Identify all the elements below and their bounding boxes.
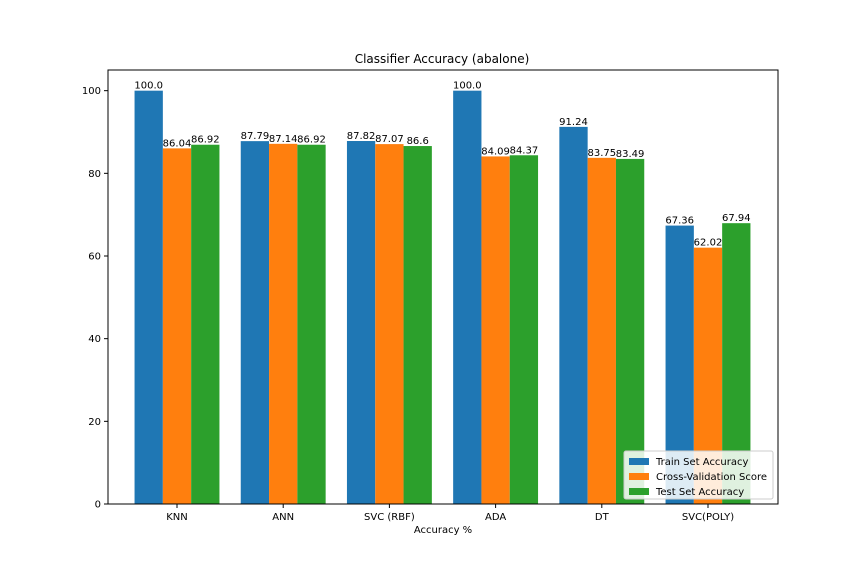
x-tick-label: ANN xyxy=(272,512,294,523)
data-label: 83.49 xyxy=(616,149,645,160)
bars-group xyxy=(134,90,751,505)
legend: Train Set Accuracy Cross-Validation Score… xyxy=(623,450,774,500)
bar-ann-series-2 xyxy=(297,144,326,505)
plot-frame xyxy=(107,69,779,505)
data-label: 86.04 xyxy=(163,138,192,149)
bar-ada-series-1 xyxy=(481,156,510,505)
data-label: 86.6 xyxy=(407,136,429,147)
y-tick-label: 100 xyxy=(82,86,101,97)
data-label: 84.09 xyxy=(481,146,510,157)
bar-ann-series-0 xyxy=(240,141,270,504)
data-label: 62.02 xyxy=(694,238,723,249)
data-label: 67.36 xyxy=(665,216,694,227)
data-label: 91.24 xyxy=(559,117,588,128)
bar-svc-rbf--series-2 xyxy=(403,146,432,504)
x-tick-label: SVC (RBF) xyxy=(364,512,415,523)
bar-knn-series-1 xyxy=(162,148,192,505)
bar-knn-series-0 xyxy=(134,90,163,505)
legend-label: Test Set Accuracy xyxy=(655,487,744,498)
y-axis: 0 20 40 60 80 100 xyxy=(82,86,108,511)
data-label: 100.0 xyxy=(134,81,163,92)
y-tick-label: 80 xyxy=(88,169,101,180)
legend-label: Cross-Validation Score xyxy=(656,472,767,483)
legend-box xyxy=(623,450,774,500)
data-label: 87.79 xyxy=(241,131,270,142)
data-label: 87.82 xyxy=(347,131,376,142)
legend-swatch xyxy=(629,488,649,495)
data-label: 86.92 xyxy=(191,135,220,146)
data-label: 67.94 xyxy=(722,213,751,224)
bar-ada-series-0 xyxy=(453,90,482,505)
legend-swatch xyxy=(629,473,649,480)
y-tick-label: 40 xyxy=(88,334,101,345)
x-axis: KNN ANN SVC (RBF) ADA DT SVC(POLY) xyxy=(166,504,734,523)
data-label: 87.07 xyxy=(375,134,404,145)
data-label: 84.37 xyxy=(510,145,539,156)
x-axis-label: Accuracy % xyxy=(414,525,472,536)
data-label: 100.0 xyxy=(453,81,482,92)
bar-svc-rbf--series-1 xyxy=(375,144,404,505)
chart-title: Classifier Accuracy (abalone) xyxy=(355,52,530,66)
y-tick-label: 60 xyxy=(88,252,101,263)
bar-ann-series-1 xyxy=(269,143,298,504)
bar-dt-series-0 xyxy=(559,126,588,504)
bar-knn-series-2 xyxy=(191,144,220,505)
x-tick-label: KNN xyxy=(166,512,188,523)
x-tick-label: SVC(POLY) xyxy=(682,512,734,523)
y-tick-label: 20 xyxy=(88,417,101,428)
data-labels-group: 100.086.04 86.92 87.79 87.14 86.92 87.82 87.07… xyxy=(134,81,750,249)
legend-label: Train Set Accuracy xyxy=(655,457,749,468)
bar-ada-series-2 xyxy=(509,155,539,504)
legend-swatch xyxy=(629,458,649,465)
data-label: 83.75 xyxy=(587,148,616,159)
x-tick-label: DT xyxy=(595,512,610,523)
data-label: 86.92 xyxy=(297,135,326,146)
x-tick-label: ADA xyxy=(485,512,506,523)
bar-dt-series-2 xyxy=(615,158,645,504)
bar-dt-series-1 xyxy=(587,157,616,505)
data-label: 87.14 xyxy=(269,134,298,145)
y-tick-label: 0 xyxy=(95,500,101,511)
bar-svc-rbf--series-0 xyxy=(346,141,376,504)
